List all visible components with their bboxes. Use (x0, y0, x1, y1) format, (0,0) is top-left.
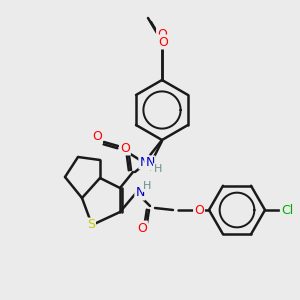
Text: S: S (87, 218, 95, 232)
Text: N: N (145, 157, 155, 169)
Text: O: O (137, 221, 147, 235)
Text: O: O (158, 35, 168, 49)
Text: H: H (154, 164, 162, 174)
Text: Cl: Cl (281, 203, 293, 217)
Text: O: O (194, 203, 204, 217)
Text: O: O (120, 142, 130, 154)
Text: O: O (157, 28, 167, 41)
Text: H: H (143, 181, 151, 191)
Text: H: H (149, 163, 157, 173)
Text: N: N (135, 187, 145, 200)
Text: N: N (139, 155, 149, 169)
Text: O: O (92, 130, 102, 143)
